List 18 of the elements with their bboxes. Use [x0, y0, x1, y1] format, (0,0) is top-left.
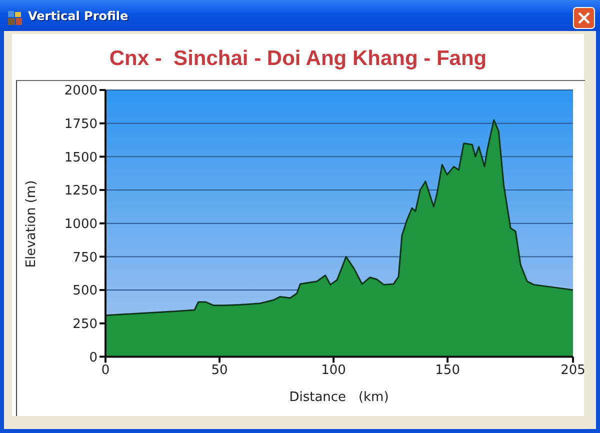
y-tick-label: 1000 [64, 216, 98, 232]
x-tick-label: 100 [321, 362, 346, 378]
y-tick-label: 500 [72, 284, 98, 299]
text: Vertical Profile [28, 9, 128, 24]
y-tick-label: 1750 [64, 116, 98, 132]
x-tick-label: 205 [560, 362, 586, 378]
x-tick-label: 150 [435, 362, 460, 378]
y-tick-label: 0 [89, 350, 98, 366]
y-tick-label: 2000 [64, 84, 98, 99]
y-tick-label: 1250 [64, 184, 98, 199]
y-axis-title: Elevation (m) [24, 179, 40, 270]
y-tick-label: 1500 [64, 150, 98, 166]
y-tick-label: 250 [72, 316, 98, 332]
x-axis-title: Distance (km) [288, 390, 390, 406]
chart-title: Cnx - Sinchai - Doi Ang Khang - Fang [108, 46, 488, 72]
x-tick-label: 0 [101, 362, 110, 378]
x-tick-label: 50 [211, 362, 228, 378]
y-tick-label: 750 [72, 250, 98, 266]
